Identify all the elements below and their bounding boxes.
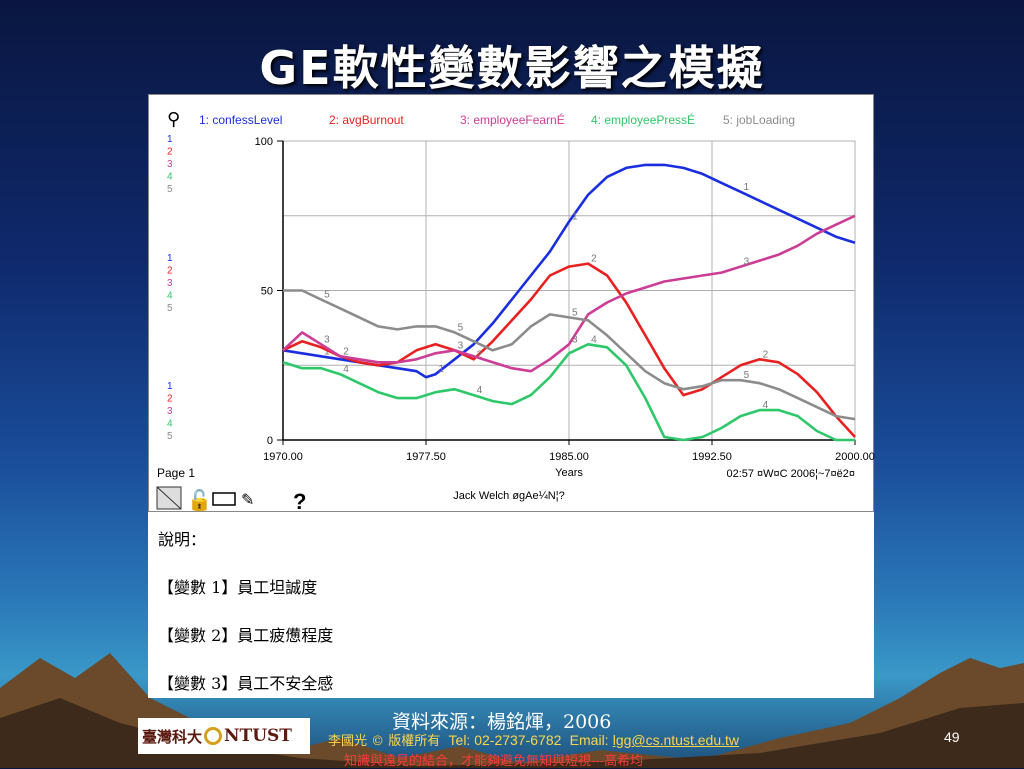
axis-stack-label: 5 xyxy=(167,184,173,195)
series-marker-4: 4 xyxy=(343,364,349,375)
y-tick-label: 0 xyxy=(267,435,273,447)
copyright-line: 李國光 © 版權所有 Tel: 02-2737-6782 Email: lgg@… xyxy=(328,730,739,749)
telephone: Tel: 02-2737-6782 xyxy=(448,732,562,748)
axis-stack-label: 2 xyxy=(167,394,173,405)
description-item-2: 【變數 2】員工疲憊程度 xyxy=(158,626,334,645)
axis-stack-label: 4 xyxy=(167,419,173,430)
chart-frame: 0 50 100 1970.00 1977.50 1985.00 1992.50 2000.0… xyxy=(148,94,875,514)
axis-stack-label: 3 xyxy=(167,159,173,170)
y-tick-label: 100 xyxy=(255,136,273,148)
series-marker-5: 5 xyxy=(458,322,464,333)
axis-stack-label: 3 xyxy=(167,278,173,289)
series-marker-3: 3 xyxy=(744,257,750,268)
mode-toggle-icon-diag xyxy=(156,486,182,510)
slide-title: GE軟性變數影響之模擬 xyxy=(259,41,765,95)
legend-item: 3: employeeFearnÉ xyxy=(460,112,565,127)
logo-text-cn: 臺灣科大 xyxy=(142,727,203,746)
copyright-text: 李國光 © 版權所有 xyxy=(328,734,441,749)
logo-text-en: NTUST xyxy=(224,726,292,746)
series-line-2 xyxy=(282,262,856,438)
x-tick-label: 1977.50 xyxy=(406,451,446,463)
series-marker-2: 2 xyxy=(343,346,349,357)
series-marker-2: 2 xyxy=(477,349,483,360)
page-number: 49 xyxy=(944,729,960,745)
axis-stack-label: 1 xyxy=(167,134,173,145)
wand-icon: ✎ xyxy=(241,492,254,509)
axis-stack-label: 4 xyxy=(167,172,173,183)
series-marker-2: 2 xyxy=(591,254,597,265)
series-marker-5: 5 xyxy=(744,370,750,381)
description-item-3: 【變數 3】員工不安全感 xyxy=(158,674,334,693)
ntust-logo: 臺灣科大 NTUST xyxy=(138,718,310,754)
timestamp-label: 02:57 ¤W¤C 2006¦~7¤ë2¤ xyxy=(726,468,855,480)
page-label: Page 1 xyxy=(157,466,195,480)
legend-item: 4: employeePressÉ xyxy=(591,112,695,127)
description-item-1: 【變數 1】員工坦誠度 xyxy=(158,578,318,597)
series-marker-4: 4 xyxy=(477,385,483,396)
legend-item: 5: jobLoading xyxy=(723,113,795,127)
series-line-5 xyxy=(283,289,856,421)
series-marker-1: 1 xyxy=(572,212,578,223)
axis-stack-label: 2 xyxy=(167,147,173,158)
x-tick-label: 1992.50 xyxy=(692,451,732,463)
series-marker-5: 5 xyxy=(572,307,578,318)
motto: 知識與遠見的結合，才能夠避免無知與短視---高希均 xyxy=(344,754,644,769)
lock-icon: 🔓 xyxy=(187,488,212,512)
source-citation: 資料來源：楊銘煇，2006 xyxy=(392,711,612,733)
series-marker-5: 5 xyxy=(324,289,330,300)
axis-stack-label: 5 xyxy=(167,431,173,442)
axis-stack-label: 3 xyxy=(167,406,173,417)
legend-item: 1: confessLevel xyxy=(199,113,282,127)
series-marker-2: 2 xyxy=(763,349,769,360)
legend-item: 2: avgBurnout xyxy=(329,113,404,127)
series-marker-1: 1 xyxy=(744,182,750,193)
x-axis-label: Years xyxy=(555,467,583,479)
series-line-3 xyxy=(282,214,856,373)
email-label: Email: xyxy=(569,732,609,748)
pin-icon: ⚲ xyxy=(167,109,180,129)
axis-stack-label: 2 xyxy=(167,266,173,277)
series-marker-4: 4 xyxy=(763,400,769,411)
series-marker-3: 3 xyxy=(324,334,330,345)
axis-stack-label: 4 xyxy=(167,291,173,302)
axis-stack-label: 5 xyxy=(167,303,173,314)
x-tick-label: 1970.00 xyxy=(263,451,303,463)
x-tick-label: 2000.00 xyxy=(835,451,875,463)
email-link[interactable]: lgg@cs.ntust.edu.tw xyxy=(612,732,739,748)
series-marker-4: 4 xyxy=(591,334,597,345)
series-marker-3: 3 xyxy=(572,334,578,345)
series-marker-1: 1 xyxy=(439,364,445,375)
content-panel: 0 50 100 1970.00 1977.50 1985.00 1992.50 2000.0… xyxy=(148,94,875,698)
print-icon xyxy=(212,492,236,506)
description-block: 說明： 【變數 1】員工坦誠度 【變數 2】員工疲憊程度 【變數 3】員工不安全… xyxy=(158,532,333,724)
help-icon: ? xyxy=(293,489,306,513)
series-line-4 xyxy=(282,343,855,442)
line-chart: 0 50 100 1970.00 1977.50 1985.00 1992.50 2000.0… xyxy=(156,109,875,514)
y-tick-label: 50 xyxy=(261,286,273,298)
description-heading: 說明： xyxy=(158,530,207,549)
series-marker-3: 3 xyxy=(458,340,464,351)
logo-emblem-icon xyxy=(204,727,223,745)
axis-stack-label: 1 xyxy=(167,381,173,392)
axis-stack-label: 1 xyxy=(167,253,173,264)
x-tick-label: 1985.00 xyxy=(549,451,589,463)
series-marker-1: 1 xyxy=(324,346,330,357)
model-name-label: Jack Welch øgAe¼N¦? xyxy=(453,490,564,502)
